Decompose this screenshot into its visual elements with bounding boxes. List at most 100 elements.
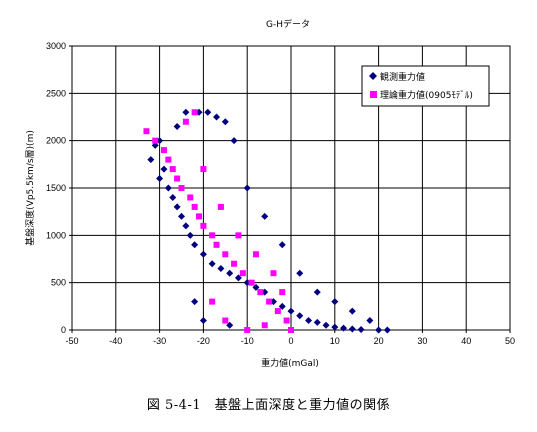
observed-point: [322, 321, 330, 329]
observed-point: [296, 269, 304, 277]
x-tick-label: -20: [197, 336, 210, 346]
legend-marker-observed: [369, 72, 377, 80]
observed-point: [287, 307, 295, 315]
observed-point: [230, 137, 238, 145]
y-tick-label: 3000: [46, 41, 66, 51]
observed-point: [383, 326, 391, 334]
observed-point: [156, 175, 164, 183]
figure-caption: 図 5-4-1 基盤上面深度と重力値の関係: [146, 398, 391, 413]
theoretical-point: [279, 289, 286, 296]
chart-title: G-Hデータ: [266, 18, 310, 30]
observed-point: [305, 317, 313, 325]
observed-point: [348, 307, 356, 315]
x-tick-label: -50: [65, 336, 78, 346]
theoretical-point: [257, 289, 264, 296]
y-tick-label: 1500: [46, 183, 66, 193]
tick-labels: -50 -40 -30 -20 -10 0 10 20 30 40 5005001000150020…: [46, 41, 515, 346]
observed-point: [173, 122, 181, 130]
legend-label-observed: 観測重力値: [380, 71, 425, 83]
observed-point: [278, 241, 286, 249]
theoretical-point: [200, 222, 207, 229]
x-tick-label: 20: [374, 336, 384, 346]
observed-point: [331, 298, 339, 306]
y-tick-label: 1000: [46, 230, 66, 240]
y-tick-label: 500: [51, 278, 66, 288]
observed-point: [221, 118, 229, 126]
chart: -50 -40 -30 -20 -10 0 10 20 30 40 5005001000150020…: [24, 18, 515, 369]
y-tick-label: 0: [61, 325, 66, 335]
observed-point: [199, 317, 207, 325]
legend-label-theoretical: 理論重力値(0905ﾓﾃﾞﾙ): [380, 89, 473, 101]
observed-point: [191, 298, 199, 306]
observed-point: [348, 325, 356, 333]
x-tick-label: -40: [109, 336, 122, 346]
observed-point: [366, 317, 374, 325]
theoretical-point: [239, 270, 246, 277]
y-axis-label: 基盤深度(Vp5.5km/s層)(m): [24, 130, 36, 246]
theoretical-point: [288, 327, 294, 333]
observed-point: [213, 113, 221, 121]
theoretical-point: [191, 109, 198, 116]
observed-point: [243, 184, 251, 192]
observed-point: [217, 264, 225, 272]
observed-point: [296, 312, 304, 320]
observed-point: [357, 326, 365, 334]
x-axis-label: 重力値(mGal): [261, 357, 319, 369]
theoretical-point: [165, 156, 172, 163]
observed-point: [226, 269, 234, 277]
observed-point: [147, 156, 155, 164]
observed-point: [199, 250, 207, 258]
legend-box: [361, 65, 490, 107]
y-tick-label: 2500: [46, 88, 66, 98]
observed-point: [191, 241, 199, 249]
theoretical-point: [261, 322, 268, 329]
legend-marker-theoretical: [370, 91, 377, 98]
markers: [143, 108, 391, 334]
observed-point: [313, 288, 321, 296]
theoretical-point: [222, 317, 229, 324]
theoretical-point: [196, 213, 203, 220]
observed-point: [261, 212, 269, 220]
observed-point: [186, 231, 194, 239]
theoretical-point: [274, 308, 281, 315]
theoretical-point: [283, 317, 290, 324]
x-tick-label: 10: [330, 336, 340, 346]
theoretical-point: [252, 251, 259, 258]
theoretical-point: [244, 327, 251, 333]
x-tick-label: 50: [505, 336, 515, 346]
theoretical-point: [143, 128, 150, 135]
theoretical-point: [152, 137, 159, 144]
legend: 観測重力値 理論重力値(0905ﾓﾃﾞﾙ): [361, 65, 490, 107]
observed-point: [204, 108, 212, 116]
observed-point: [182, 108, 190, 116]
theoretical-point: [231, 260, 238, 267]
observed-point: [208, 260, 216, 268]
theoretical-point: [174, 175, 181, 182]
observed-point: [160, 165, 168, 173]
theoretical-point: [160, 147, 167, 154]
observed-point: [340, 324, 348, 332]
theoretical-point: [169, 166, 176, 173]
observed-point: [375, 326, 383, 334]
observed-point: [331, 323, 339, 331]
series-observed: [147, 108, 391, 334]
theoretical-point: [182, 118, 189, 125]
x-tick-label: -10: [241, 336, 254, 346]
observed-point: [169, 193, 177, 201]
theoretical-point: [213, 241, 220, 248]
observed-point: [313, 318, 321, 326]
observed-point: [164, 184, 172, 192]
x-tick-label: 40: [461, 336, 471, 346]
observed-point: [178, 212, 185, 220]
theoretical-point: [191, 203, 198, 210]
theoretical-point: [187, 194, 194, 201]
theoretical-point: [235, 232, 242, 239]
theoretical-point: [248, 279, 255, 286]
theoretical-point: [209, 298, 216, 305]
theoretical-point: [200, 166, 207, 173]
theoretical-point: [217, 203, 224, 210]
x-tick-label: 0: [288, 336, 293, 346]
theoretical-point: [266, 298, 273, 305]
series-theoretical: [143, 109, 294, 333]
observed-point: [173, 203, 181, 211]
